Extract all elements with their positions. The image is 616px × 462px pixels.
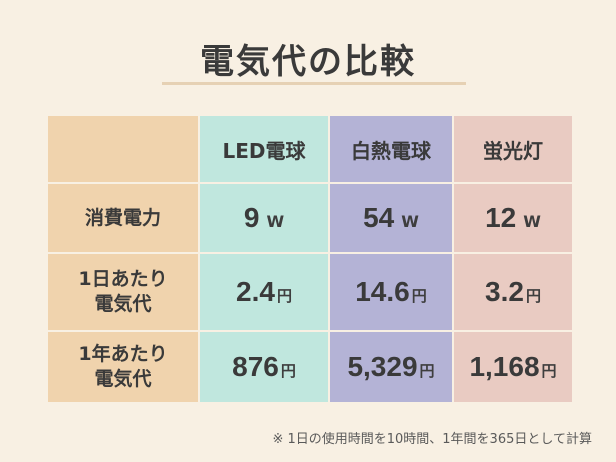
value: 3.2 — [485, 276, 524, 307]
cell-yearly-incandescent: 5,329 円 — [328, 330, 454, 404]
row-header-line1: 1日あたり — [78, 268, 168, 291]
row-header-line1: 消費電力 — [84, 206, 161, 229]
row-header-line2: 電気代 — [94, 368, 152, 390]
value: 14.6 — [355, 276, 410, 307]
unit: 円 — [525, 287, 541, 305]
row-header-daily-cost: 1日あたり 電気代 — [46, 252, 200, 332]
unit: 円 — [411, 287, 427, 305]
value: 1,168 — [469, 351, 540, 382]
page-title: 電気代の比較 — [200, 42, 416, 82]
value: 9 — [243, 202, 260, 233]
cell-yearly-fluorescent: 1,168 円 — [452, 330, 574, 404]
unit: 円 — [541, 362, 557, 380]
table-header-row: LED電球 白熱電球 蛍光灯 — [46, 114, 574, 184]
title-underline — [162, 82, 466, 85]
value: 876 — [232, 351, 279, 382]
value: 2.4 — [236, 276, 275, 307]
unit: W — [401, 212, 419, 231]
unit: W — [523, 212, 541, 231]
cell-power-fluorescent: 12 W — [452, 182, 574, 254]
cell-daily-fluorescent: 3.2 円 — [452, 252, 574, 332]
cell-yearly-led: 876 円 — [198, 330, 330, 404]
unit: 円 — [276, 287, 292, 305]
footnote: ※ 1日の使用時間を10時間、1年間を365日として計算 — [272, 432, 592, 447]
unit: W — [266, 212, 285, 231]
row-header-line2: 電気代 — [94, 293, 152, 315]
column-header-fluorescent: 蛍光灯 — [452, 114, 574, 184]
cell-power-incandescent: 54 W — [328, 182, 454, 254]
cell-daily-incandescent: 14.6 円 — [328, 252, 454, 332]
column-header-led: LED電球 — [198, 114, 330, 184]
table-corner-cell — [46, 114, 200, 184]
unit: 円 — [419, 362, 435, 380]
row-header-yearly-cost: 1年あたり 電気代 — [46, 330, 200, 404]
table-row-yearly-cost: 1年あたり 電気代 876 円 5,329 円 1,168 円 — [46, 330, 574, 404]
unit: 円 — [280, 362, 296, 380]
row-header-line1: 1年あたり — [78, 343, 168, 366]
value: 54 — [363, 202, 395, 233]
value: 12 — [485, 202, 517, 233]
value: 5,329 — [347, 351, 418, 382]
row-header-power: 消費電力 — [46, 182, 200, 254]
cell-daily-led: 2.4 円 — [198, 252, 330, 332]
table-row-daily-cost: 1日あたり 電気代 2.4 円 14.6 円 3.2 円 — [46, 252, 574, 332]
column-header-incandescent: 白熱電球 — [328, 114, 454, 184]
